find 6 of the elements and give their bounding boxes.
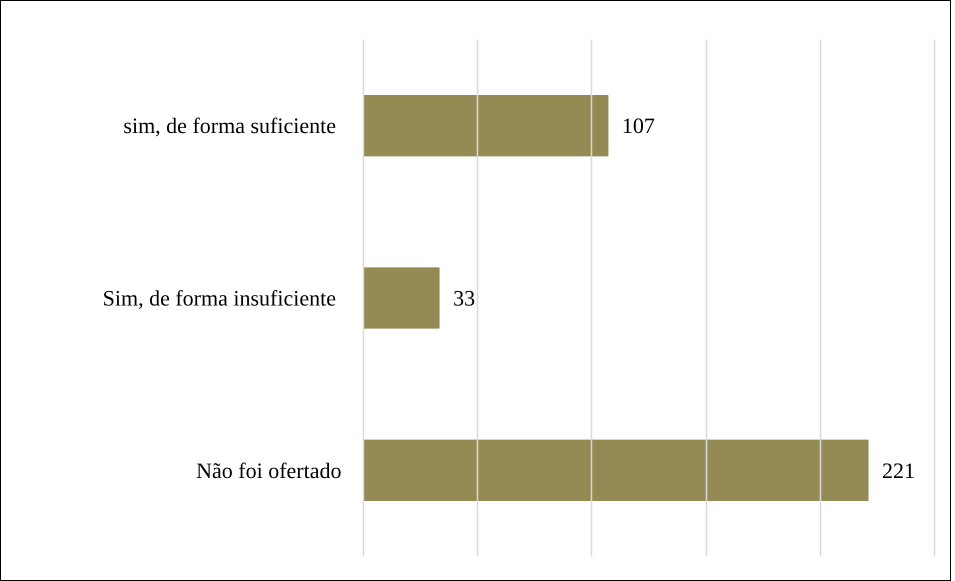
data-label: 221 bbox=[882, 458, 916, 483]
y-tick-label: Não foi ofertado bbox=[196, 458, 342, 483]
data-label: 107 bbox=[622, 113, 655, 138]
data-label: 33 bbox=[453, 286, 476, 310]
y-tick-label: Sim, de forma insuficiente bbox=[102, 286, 336, 310]
y-tick-label: sim, de forma suficiente bbox=[123, 113, 336, 138]
